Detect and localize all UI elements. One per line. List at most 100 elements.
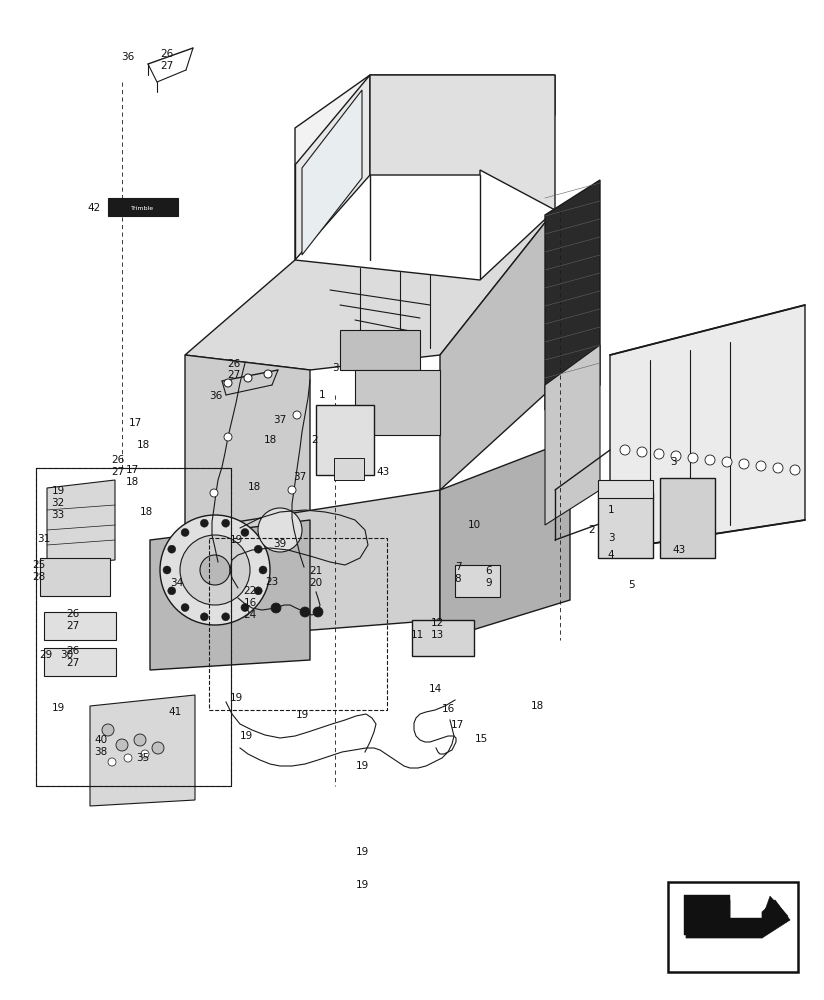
Circle shape [255, 587, 262, 595]
Text: 27: 27 [227, 370, 241, 380]
Text: 39: 39 [274, 539, 287, 549]
Polygon shape [90, 695, 195, 806]
Circle shape [200, 613, 208, 621]
Circle shape [705, 455, 715, 465]
Circle shape [141, 750, 149, 758]
Text: 16: 16 [243, 598, 256, 608]
Text: 19: 19 [51, 486, 64, 496]
Circle shape [200, 519, 208, 527]
Circle shape [313, 607, 323, 617]
Text: 1: 1 [319, 390, 325, 400]
Polygon shape [302, 90, 362, 255]
Bar [40, 558, 110, 596]
Bar [598, 480, 653, 498]
Bar [660, 478, 715, 558]
Bar [598, 493, 653, 558]
Text: 26: 26 [161, 49, 174, 59]
Text: 18: 18 [137, 440, 150, 450]
Text: 19: 19 [229, 535, 242, 545]
Polygon shape [686, 900, 790, 938]
Circle shape [671, 451, 681, 461]
Circle shape [241, 604, 249, 612]
Text: 19: 19 [355, 761, 368, 771]
Circle shape [134, 734, 146, 746]
Text: Trimble: Trimble [132, 206, 155, 211]
Text: 18: 18 [139, 507, 152, 517]
Text: 20: 20 [310, 578, 322, 588]
Circle shape [722, 457, 732, 467]
Text: 27: 27 [161, 61, 174, 71]
Text: 31: 31 [37, 534, 50, 544]
Text: 33: 33 [51, 510, 64, 520]
Text: 37: 37 [293, 472, 307, 482]
Text: 5: 5 [629, 580, 635, 590]
Polygon shape [545, 180, 600, 410]
Text: 29: 29 [40, 650, 53, 660]
Circle shape [258, 508, 302, 552]
Text: 18: 18 [247, 482, 260, 492]
Text: 19: 19 [355, 847, 368, 857]
Text: 9: 9 [485, 578, 492, 588]
Text: 30: 30 [60, 650, 73, 660]
Text: 27: 27 [67, 658, 80, 668]
Bar [355, 370, 440, 435]
Polygon shape [370, 75, 555, 210]
Text: 37: 37 [274, 415, 287, 425]
Text: 17: 17 [129, 418, 142, 428]
Polygon shape [185, 355, 310, 540]
Text: 2: 2 [311, 435, 318, 445]
Bar [44, 648, 116, 676]
Circle shape [620, 445, 630, 455]
Circle shape [108, 758, 116, 766]
Bar [334, 458, 364, 480]
Circle shape [224, 433, 232, 441]
Bar [340, 330, 420, 370]
Text: 3: 3 [332, 363, 339, 373]
Circle shape [241, 528, 249, 536]
Text: 12: 12 [430, 618, 443, 628]
Text: 16: 16 [442, 704, 455, 714]
Circle shape [288, 486, 296, 494]
Circle shape [264, 370, 272, 378]
Text: 27: 27 [67, 621, 80, 631]
Text: 8: 8 [455, 574, 461, 584]
Circle shape [222, 613, 230, 621]
Text: 25: 25 [32, 560, 45, 570]
Circle shape [244, 374, 252, 382]
Text: 18: 18 [531, 701, 544, 711]
Polygon shape [295, 75, 370, 260]
Circle shape [773, 463, 783, 473]
Text: 42: 42 [87, 203, 101, 213]
Circle shape [181, 528, 189, 536]
Text: 36: 36 [121, 52, 134, 62]
Text: 14: 14 [428, 684, 442, 694]
Bar [209, 538, 387, 710]
Bar [44, 612, 116, 640]
Text: 2: 2 [588, 525, 595, 535]
Circle shape [654, 449, 664, 459]
Bar [316, 405, 374, 475]
Text: 1: 1 [607, 505, 615, 515]
Text: 17: 17 [451, 720, 464, 730]
Text: 36: 36 [209, 391, 222, 401]
Text: 22: 22 [243, 586, 256, 596]
Circle shape [688, 453, 698, 463]
Text: 6: 6 [485, 566, 492, 576]
Text: 26: 26 [67, 646, 80, 656]
Bar [108, 198, 178, 216]
Text: 18: 18 [264, 435, 277, 445]
Circle shape [255, 545, 262, 553]
Circle shape [637, 447, 647, 457]
Circle shape [790, 465, 800, 475]
Circle shape [200, 555, 230, 585]
Polygon shape [185, 210, 555, 370]
Circle shape [739, 459, 749, 469]
Bar [36, 468, 231, 786]
Text: 26: 26 [227, 359, 241, 369]
Bar [668, 882, 798, 972]
Bar [36, 468, 231, 786]
Circle shape [259, 566, 267, 574]
Circle shape [210, 489, 218, 497]
Text: 19: 19 [295, 710, 309, 720]
Text: 19: 19 [355, 880, 368, 890]
